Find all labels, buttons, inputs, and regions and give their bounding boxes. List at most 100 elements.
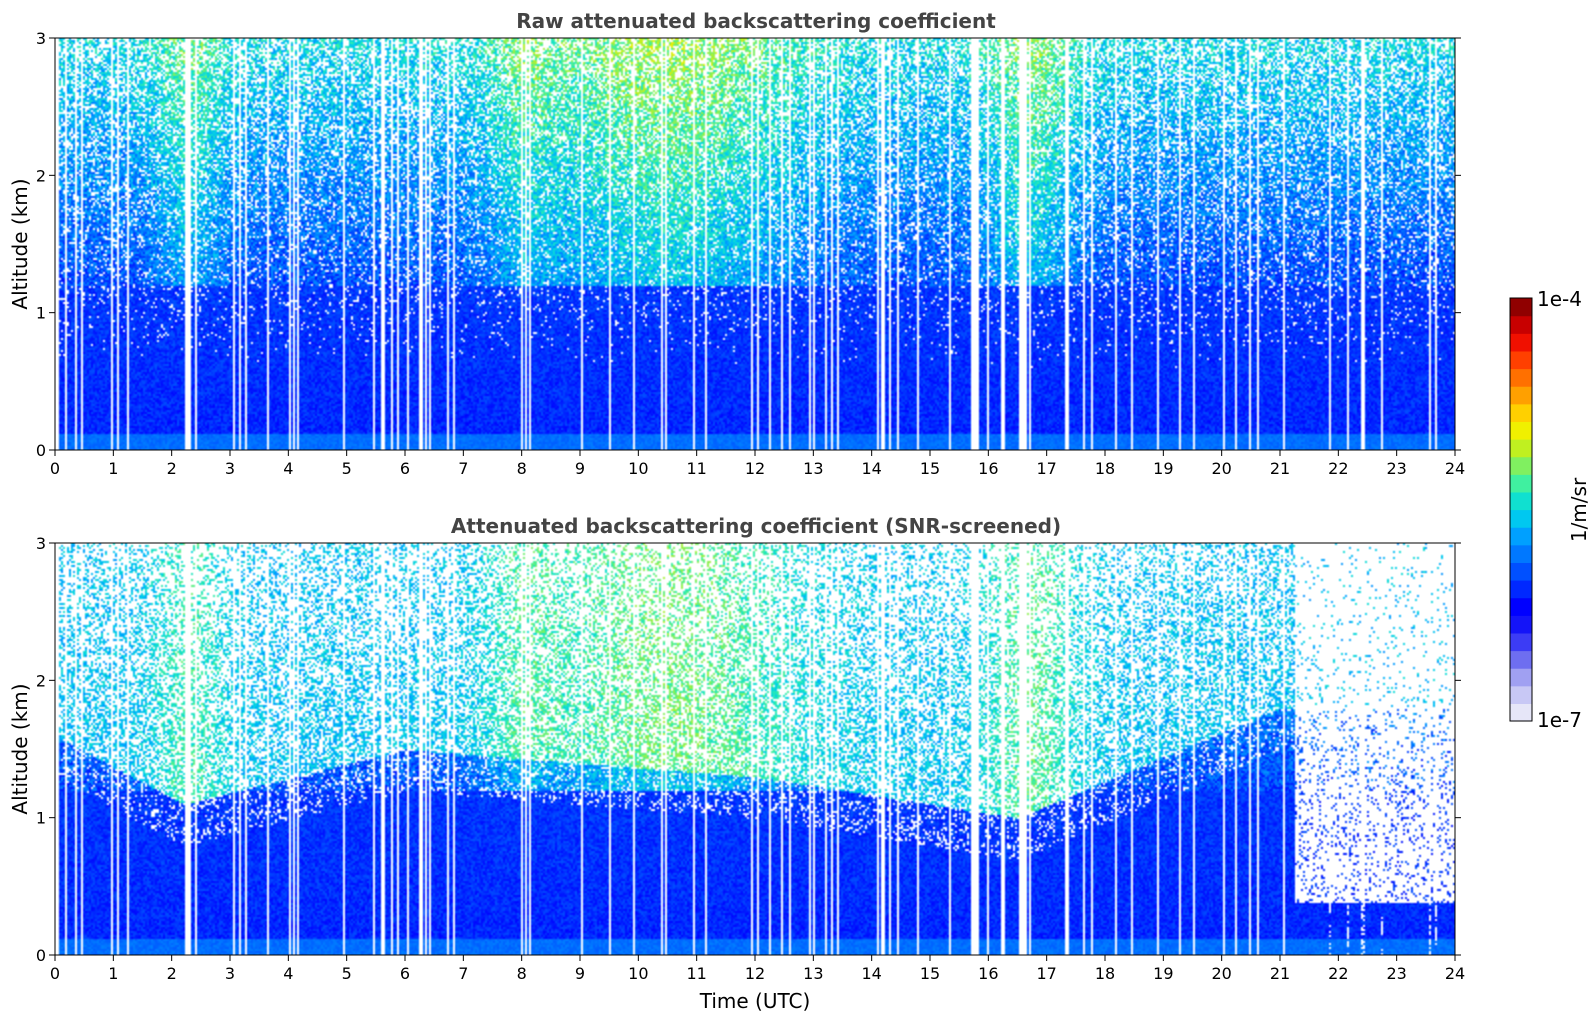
y-tick-label: 1 (36, 809, 46, 828)
colorbar-segment (1510, 368, 1532, 387)
raw-panel-title: Raw attenuated backscattering coefficien… (516, 9, 996, 33)
snr-y-axis: 0 1 2 3 (36, 534, 1461, 965)
x-tick-label: 14 (861, 459, 881, 478)
x-tick-label: 6 (400, 459, 410, 478)
colorbar-segment (1510, 580, 1532, 599)
x-tick-label: 11 (686, 459, 706, 478)
colorbar-segment (1510, 350, 1532, 370)
colorbar-segment (1510, 491, 1532, 511)
x-tick-label: 15 (920, 964, 940, 983)
x-tick-label: 22 (1328, 459, 1348, 478)
x-tick-label: 4 (283, 964, 293, 983)
x-tick-label: 7 (458, 964, 468, 983)
x-tick-label: 18 (1095, 964, 1115, 983)
x-tick-label: 24 (1445, 459, 1465, 478)
y-tick-label: 2 (36, 166, 46, 185)
x-tick-label: 8 (517, 964, 527, 983)
x-tick-label: 2 (167, 964, 177, 983)
x-tick-label: 3 (225, 964, 235, 983)
colorbar-segment (1510, 298, 1532, 317)
x-tick-label: 18 (1095, 459, 1115, 478)
colorbar-segment (1510, 597, 1532, 616)
x-tick-label: 10 (628, 964, 648, 983)
snr-panel-title: Attenuated backscattering coefficient (S… (451, 514, 1061, 538)
x-tick-label: 4 (283, 459, 293, 478)
colorbar-segment (1510, 632, 1532, 652)
colorbar-segment (1510, 403, 1532, 422)
x-tick-label: 13 (803, 459, 823, 478)
x-tick-label: 19 (1153, 459, 1173, 478)
y-tick-label: 0 (36, 946, 46, 965)
x-tick-label: 8 (517, 459, 527, 478)
colorbar-segment (1510, 509, 1532, 528)
colorbar-max-label: 1e-4 (1537, 287, 1582, 311)
snr-y-axis-label: Altitude (km) (8, 683, 32, 814)
x-tick-label: 5 (342, 964, 352, 983)
x-tick-label: 19 (1153, 964, 1173, 983)
x-tick-label: 12 (745, 459, 765, 478)
colorbar-segment (1510, 456, 1532, 475)
x-tick-label: 2 (167, 459, 177, 478)
x-tick-label: 1 (108, 964, 118, 983)
colorbar-gradient (1510, 298, 1532, 722)
colorbar-segment (1510, 668, 1532, 687)
raw-backscatter-panel: Raw attenuated backscattering coefficien… (8, 9, 1465, 478)
x-tick-label: 17 (1036, 459, 1056, 478)
x-tick-label: 10 (628, 459, 648, 478)
x-tick-label: 17 (1036, 964, 1056, 983)
colorbar-segment (1510, 650, 1532, 669)
y-tick-label: 1 (36, 304, 46, 323)
colorbar-segment (1510, 685, 1532, 704)
x-tick-label: 21 (1270, 964, 1290, 983)
colorbar: 1e-4 1e-7 1/m/sr (1509, 287, 1591, 732)
x-tick-label: 1 (108, 459, 118, 478)
x-tick-label: 11 (686, 964, 706, 983)
y-tick-label: 2 (36, 671, 46, 690)
x-tick-label: 21 (1270, 459, 1290, 478)
colorbar-segment (1510, 386, 1532, 405)
colorbar-segment (1510, 439, 1532, 458)
x-tick-label: 23 (1386, 459, 1406, 478)
x-tick-label: 14 (861, 964, 881, 983)
x-tick-label: 6 (400, 964, 410, 983)
x-tick-label: 9 (575, 459, 585, 478)
colorbar-segment (1510, 315, 1532, 334)
x-tick-label: 7 (458, 459, 468, 478)
colorbar-min-label: 1e-7 (1537, 708, 1582, 732)
colorbar-segment (1510, 333, 1532, 352)
x-tick-label: 12 (745, 964, 765, 983)
x-tick-label: 16 (978, 964, 998, 983)
x-tick-label: 20 (1211, 459, 1231, 478)
y-tick-label: 3 (36, 534, 46, 553)
snr-heatmap-image (55, 543, 1455, 955)
colorbar-segment (1510, 527, 1532, 546)
colorbar-segment (1510, 615, 1532, 634)
raw-heatmap-image (55, 38, 1455, 450)
x-tick-label: 3 (225, 459, 235, 478)
x-tick-label: 5 (342, 459, 352, 478)
x-tick-label: 0 (50, 964, 60, 983)
colorbar-segment (1510, 703, 1532, 722)
raw-y-axis: 0 1 2 3 (36, 29, 1461, 460)
colorbar-segment (1510, 544, 1532, 563)
colorbar-segment (1510, 562, 1532, 581)
colorbar-unit-label: 1/m/sr (1567, 477, 1591, 542)
x-tick-label: 0 (50, 459, 60, 478)
x-tick-label: 9 (575, 964, 585, 983)
snr-x-axis: 0 1 2 3 4 5 6 7 8 9 10 11 12 13 14 15 16 17 18 19 20 21 22 23 24 (50, 955, 1465, 983)
snr-screened-panel: Attenuated backscattering coefficient (S… (8, 514, 1465, 1013)
x-tick-label: 16 (978, 459, 998, 478)
y-tick-label: 3 (36, 29, 46, 48)
x-tick-label: 13 (803, 964, 823, 983)
raw-y-axis-label: Altitude (km) (8, 178, 32, 309)
x-tick-label: 20 (1211, 964, 1231, 983)
colorbar-frame (1509, 297, 1533, 722)
x-axis-label: Time (UTC) (699, 989, 811, 1013)
y-tick-label: 0 (36, 441, 46, 460)
colorbar-segment (1510, 421, 1532, 440)
raw-x-axis: 0 1 2 3 4 5 6 7 8 9 10 11 12 13 14 15 16 17 18 19 20 21 22 23 24 (50, 450, 1465, 478)
x-tick-label: 22 (1328, 964, 1348, 983)
colorbar-segment (1510, 474, 1532, 493)
x-tick-label: 24 (1445, 964, 1465, 983)
